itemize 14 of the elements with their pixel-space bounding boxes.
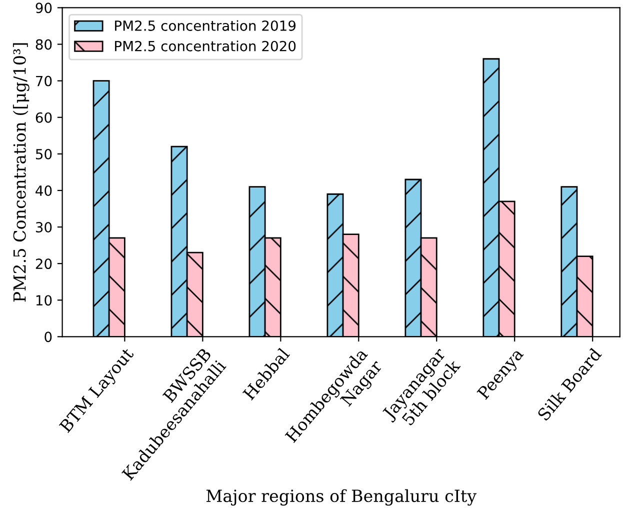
y-tick-label: 20 [36,258,52,270]
y-axis-title: PM2.5 Concentration ([μg/10³] [12,43,30,302]
y-tick-label: 0 [44,332,52,342]
legend-label: PM2.5 concentration 2019 [115,20,296,31]
y-tick-label: 70 [36,76,52,86]
y-tick-label: 50 [36,148,52,160]
y-tick-label: 10 [36,295,52,306]
y-tick-label: 40 [36,185,52,196]
y-tick-label: 30 [36,222,52,232]
x-axis-title: Major regions of Bengaluru cIty [206,489,477,506]
y-tick-label: 80 [36,39,52,50]
legend-label: PM2.5 concentration 2020 [115,40,296,52]
y-tick-label: 90 [36,2,52,14]
y-tick-label: 60 [36,112,52,123]
